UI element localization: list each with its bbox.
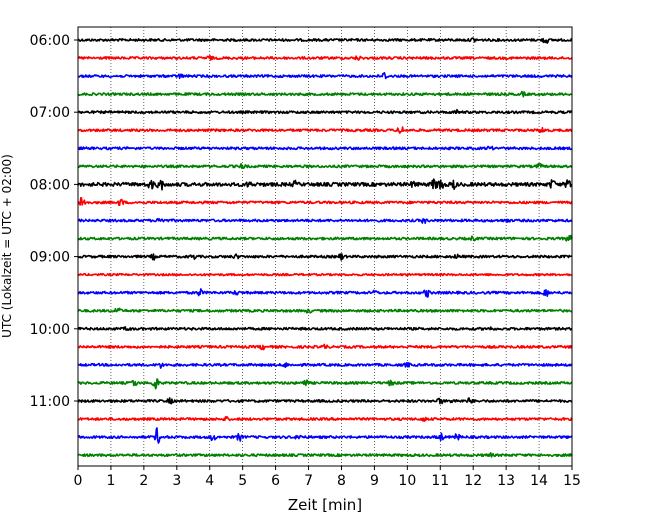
x-tick-label: 7 [304,473,313,489]
trace-0915 [77,272,573,277]
trace-1115 [77,415,573,422]
y-axis-label: UTC (Lokalzeit = UTC + 02:00) [0,154,14,338]
trace-0700 [77,108,573,115]
y-tick-label: 06:00 [30,33,70,49]
trace-0645 [77,90,573,98]
x-tick-label: 0 [74,473,83,489]
y-tick-label: 09:00 [30,250,70,266]
trace-0830 [77,217,573,224]
trace-1000 [77,326,573,332]
trace-0930 [77,288,573,298]
trace-1130 [77,427,573,444]
x-tick-label: 13 [497,473,515,489]
x-tick-label: 5 [238,473,247,489]
x-tick-label: 10 [398,473,416,489]
trace-0600 [77,37,573,44]
vertical-gridlines [110,27,540,466]
x-tick-label: 3 [172,473,181,489]
y-tick-label: 11:00 [30,394,70,410]
x-tick-label: 4 [205,473,214,489]
trace-0745 [77,162,573,169]
trace-1145 [77,452,573,458]
trace-1015 [77,343,573,351]
x-tick-label: 6 [271,473,280,489]
x-tick-label: 2 [139,473,148,489]
trace-0615 [77,54,573,61]
x-tick-label: 1 [106,473,115,489]
x-tick-label: 9 [370,473,379,489]
seismic-traces [77,37,573,458]
trace-0800 [77,178,573,191]
trace-0945 [77,307,573,314]
y-tick-label: 10:00 [30,322,70,338]
trace-0845 [77,234,573,242]
trace-1045 [77,378,573,390]
x-tick-label: 12 [464,473,482,489]
trace-0630 [77,71,573,80]
trace-0715 [77,126,573,134]
trace-1030 [77,361,573,369]
x-tick-label: 11 [431,473,449,489]
x-axis-ticks: 0 1 2 3 4 5 6 7 8 9 10 11 12 13 14 15 [74,466,581,489]
trace-1100 [77,397,573,405]
trace-0900 [77,253,573,261]
x-tick-label: 15 [563,473,581,489]
y-tick-label: 07:00 [30,105,70,121]
y-axis-ticks: 06:00 07:00 08:00 09:00 10:00 11:00 [30,33,78,410]
plot-frame [77,26,573,467]
x-tick-label: 14 [530,473,548,489]
x-axis-label: Zeit [min] [288,496,362,514]
trace-0815 [77,197,573,206]
trace-0730 [77,145,573,151]
x-tick-label: 8 [337,473,346,489]
y-tick-label: 08:00 [30,177,70,193]
